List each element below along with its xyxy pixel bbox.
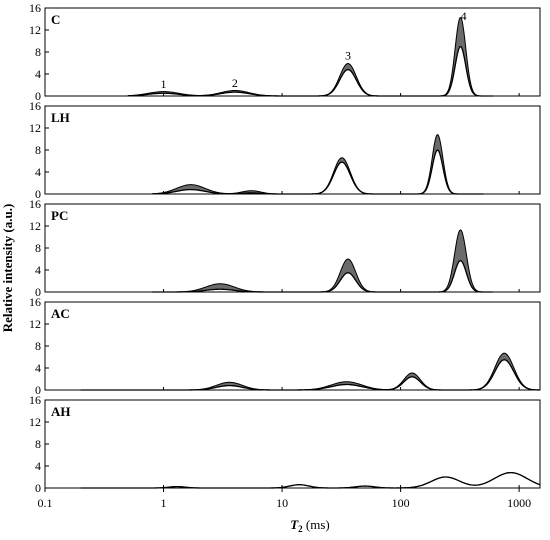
y-tick-label: 12	[29, 415, 41, 429]
y-tick-label: 0	[35, 383, 41, 397]
x-tick-label: 100	[392, 496, 410, 510]
peak-label: 4	[461, 9, 467, 23]
x-tick-label: 0.1	[38, 496, 53, 510]
y-tick-label: 4	[35, 165, 41, 179]
panel-lh: 0 4 8 12 16 LH	[29, 99, 541, 201]
y-tick-label: 4	[35, 459, 41, 473]
x-tick-label: 1	[161, 496, 167, 510]
x-axis-title-symbol: T	[290, 517, 299, 532]
y-tick-label: 4	[35, 263, 41, 277]
x-axis-title-unit: (ms)	[303, 517, 330, 532]
y-tick-label: 0	[35, 89, 41, 103]
lower-curve	[80, 359, 541, 391]
panel-frame	[44, 399, 541, 489]
y-tick-label: 8	[35, 143, 41, 157]
panel-label: AC	[51, 306, 70, 321]
y-tick-label: 12	[29, 121, 41, 135]
x-tick-label: 10	[276, 496, 288, 510]
lower-curve	[127, 45, 493, 97]
y-tick-label: 16	[29, 99, 41, 113]
panel-label: LH	[51, 110, 70, 125]
lower-curve	[152, 259, 493, 293]
y-tick-label: 16	[29, 295, 41, 309]
y-tick-label: 4	[35, 67, 41, 81]
y-tick-label: 0	[35, 285, 41, 299]
panel-pc: 0 4 8 12 16 PC	[29, 197, 541, 299]
uncertainty-band	[152, 229, 493, 292]
y-tick-label: 4	[35, 361, 41, 375]
uncertainty-band	[152, 134, 484, 194]
panel-label: C	[51, 12, 60, 27]
panel-ac: 0 4 8 12 16 AC	[29, 295, 541, 397]
panel-frame	[44, 105, 541, 195]
y-tick-label: 8	[35, 45, 41, 59]
y-axis-title: Relative intensity (a.u.)	[0, 204, 15, 333]
y-tick-label: 16	[29, 197, 41, 211]
y-tick-label: 8	[35, 339, 41, 353]
y-tick-label: 8	[35, 241, 41, 255]
y-tick-label: 16	[29, 393, 41, 407]
peak-label: 1	[161, 77, 167, 91]
lower-curve	[80, 471, 541, 489]
y-tick-label: 8	[35, 437, 41, 451]
x-axis: 0.1 1 10 100 1000	[38, 488, 531, 510]
peak-label: 3	[345, 49, 351, 63]
y-tick-label: 0	[35, 481, 41, 495]
x-axis-title-subscript: 2	[298, 524, 303, 534]
panel-ah: 0 4 8 12 16 AH	[29, 393, 541, 495]
panel-label: AH	[51, 404, 71, 419]
x-tick-label: 1000	[507, 496, 531, 510]
y-tick-label: 16	[29, 1, 41, 15]
y-tick-label: 0	[35, 187, 41, 201]
y-tick-label: 12	[29, 23, 41, 37]
panel-label: PC	[51, 208, 68, 223]
y-tick-label: 12	[29, 317, 41, 331]
x-axis-title: T2 (ms)	[290, 517, 330, 534]
peak-label: 2	[232, 76, 238, 90]
y-tick-label: 12	[29, 219, 41, 233]
panel-frame	[44, 301, 541, 391]
lower-curve	[152, 149, 484, 195]
